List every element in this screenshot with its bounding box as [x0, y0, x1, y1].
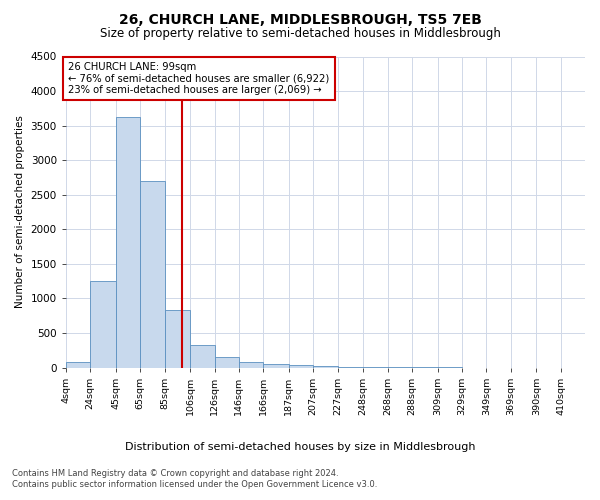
- Text: 26, CHURCH LANE, MIDDLESBROUGH, TS5 7EB: 26, CHURCH LANE, MIDDLESBROUGH, TS5 7EB: [119, 12, 481, 26]
- Bar: [164, 310, 190, 368]
- Text: Size of property relative to semi-detached houses in Middlesbrough: Size of property relative to semi-detach…: [100, 28, 500, 40]
- Bar: [239, 362, 263, 368]
- Bar: [215, 357, 239, 368]
- Text: Distribution of semi-detached houses by size in Middlesbrough: Distribution of semi-detached houses by …: [125, 442, 475, 452]
- Text: 26 CHURCH LANE: 99sqm
← 76% of semi-detached houses are smaller (6,922)
23% of s: 26 CHURCH LANE: 99sqm ← 76% of semi-deta…: [68, 62, 329, 95]
- Text: Contains public sector information licensed under the Open Government Licence v3: Contains public sector information licen…: [12, 480, 377, 489]
- Bar: [263, 364, 289, 368]
- Bar: [338, 366, 363, 368]
- Bar: [90, 281, 116, 368]
- Bar: [66, 362, 90, 368]
- Bar: [190, 346, 215, 368]
- Text: Contains HM Land Registry data © Crown copyright and database right 2024.: Contains HM Land Registry data © Crown c…: [12, 468, 338, 477]
- Y-axis label: Number of semi-detached properties: Number of semi-detached properties: [15, 116, 25, 308]
- Bar: [313, 366, 338, 368]
- Bar: [289, 365, 313, 368]
- Bar: [116, 118, 140, 368]
- Bar: [363, 367, 388, 368]
- Bar: [140, 181, 164, 368]
